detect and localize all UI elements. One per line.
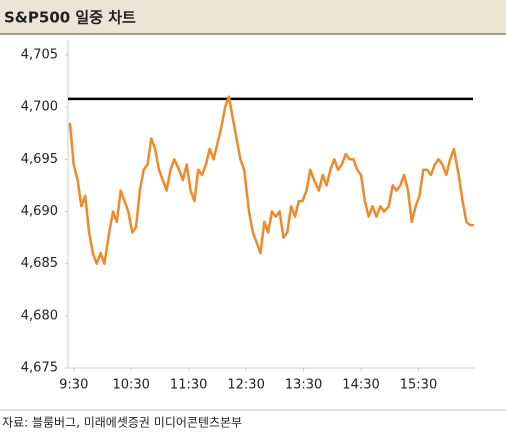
y-tick-label: 4,690 <box>21 204 58 219</box>
x-tick-label: 15:30 <box>400 378 437 393</box>
x-tick-label: 14:30 <box>342 378 379 393</box>
x-tick-label: 10:30 <box>112 378 149 393</box>
y-tick-label: 4,700 <box>21 100 58 115</box>
source: 자료: 블룸버그, 미래에셋증권 미디어콘텐츠본부 <box>2 416 242 430</box>
price-line <box>68 95 474 265</box>
y-tick-label: 4,685 <box>21 256 58 271</box>
x-tick-label: 11:30 <box>170 378 207 393</box>
y-tick-label: 4,675 <box>21 361 58 376</box>
chart-title: S&P500 일중 차트 <box>4 9 136 27</box>
header-band <box>0 0 506 34</box>
x-tick-label: 12:30 <box>227 378 264 393</box>
y-tick-label: 4,695 <box>21 152 58 167</box>
y-tick-label: 4,680 <box>21 308 58 323</box>
x-tick-label: 9:30 <box>59 378 88 393</box>
x-tick-label: 13:30 <box>285 378 322 393</box>
y-tick-label: 4,705 <box>21 48 58 63</box>
